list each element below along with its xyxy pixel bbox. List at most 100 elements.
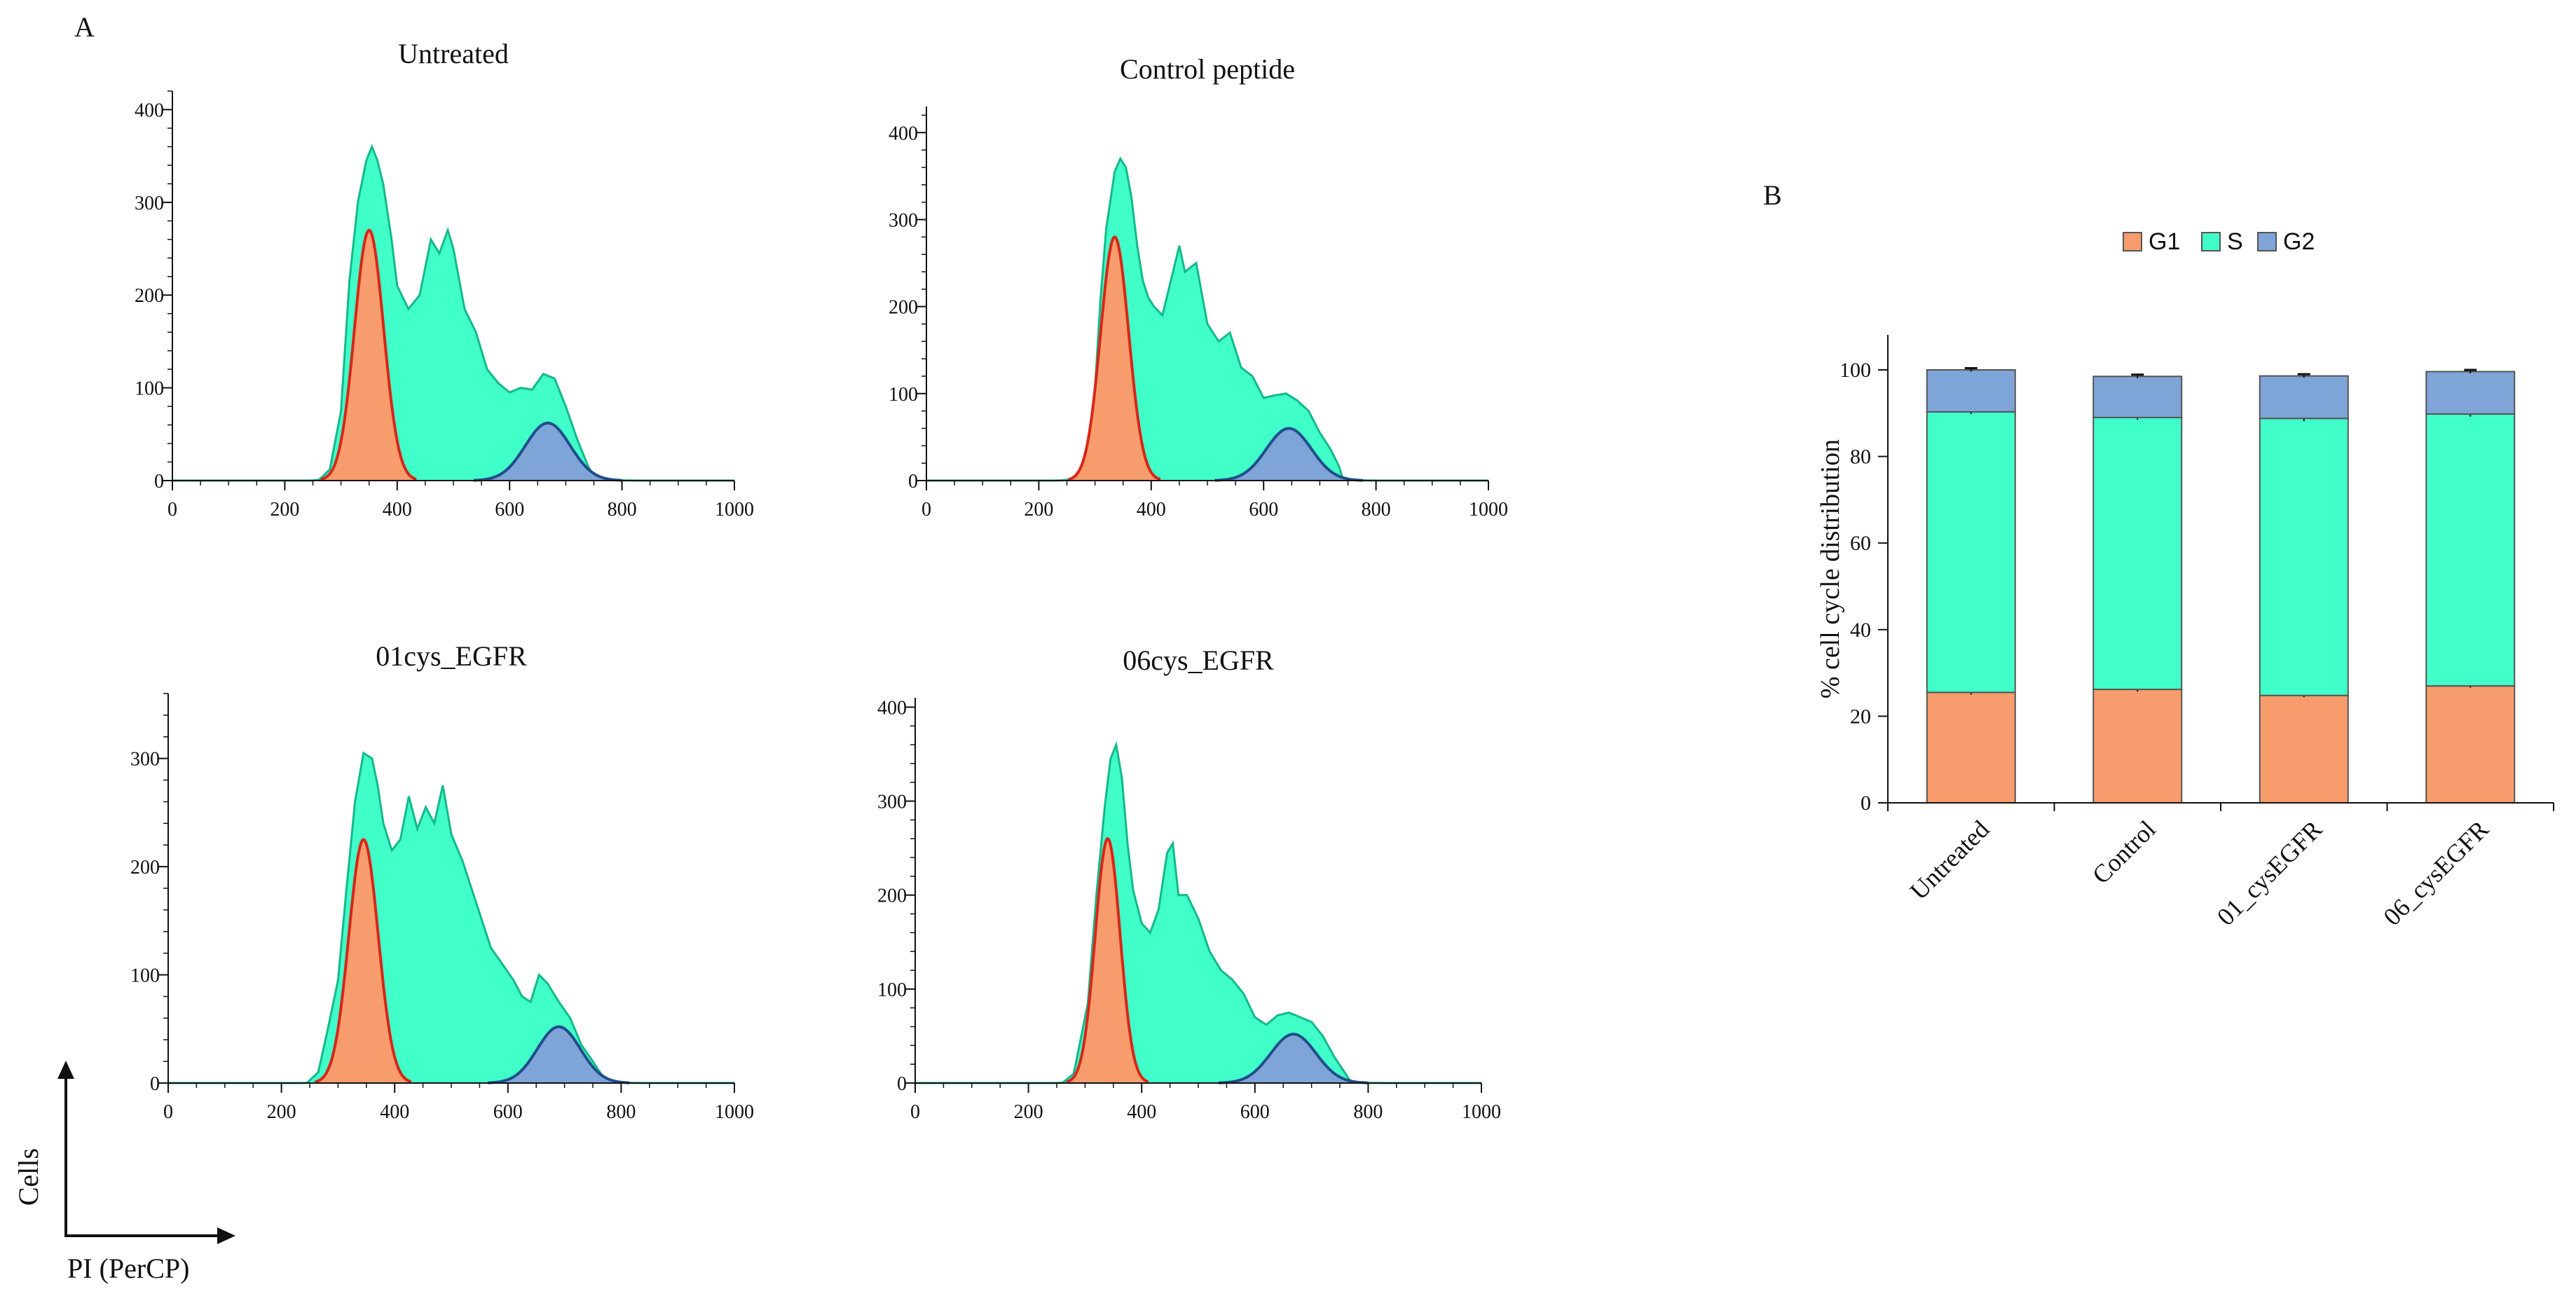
panel-label-b: B	[1763, 179, 1782, 211]
histogram-title: Untreated	[398, 38, 509, 69]
x-tick-label: 1000	[715, 1101, 754, 1123]
x-tick-label: 800	[606, 1101, 636, 1123]
y-axis-label: % cell cycle distribution	[1816, 439, 1845, 698]
x-tick-label: 600	[495, 499, 524, 521]
y-tick-label: 20	[1850, 705, 1871, 728]
y-tick-label: 300	[130, 749, 160, 771]
x-tick-label: 1000	[1462, 1101, 1501, 1123]
x-tick-label: 600	[1240, 1101, 1270, 1123]
x-tick-label: 400	[383, 499, 412, 521]
x-tick-label: 0	[910, 1101, 920, 1123]
g2-peak-outline	[1218, 1033, 1369, 1084]
y-tick-label: 0	[1861, 792, 1871, 815]
legend-label-g2: G2	[2283, 228, 2315, 255]
legend-swatch-g1	[2123, 232, 2142, 251]
category-label: Control	[2087, 815, 2161, 889]
y-tick-label: 0	[154, 471, 164, 492]
category-label: Untreated	[1905, 815, 1995, 905]
panel-label-a: A	[74, 11, 95, 43]
s-phase-area	[172, 146, 734, 481]
cell-cycle-bar-chart: Untreated Control 01_cysEGFR 06_cysEGFR 0 20 4…	[1816, 228, 2554, 931]
legend-swatch-g2	[2257, 232, 2277, 251]
bar-segment-s	[2259, 418, 2349, 696]
flow-axis-key: Cells PI (PerCP)	[13, 1061, 235, 1284]
bar-segment-g2	[1926, 369, 2016, 413]
bar-segment-g1	[2425, 685, 2516, 804]
cells-arrowhead-icon	[57, 1061, 74, 1079]
x-tick-label: 1000	[1469, 499, 1508, 521]
y-tick-label: 200	[889, 297, 918, 319]
x-tick-label: 800	[1362, 499, 1391, 521]
y-tick-label: 200	[877, 885, 907, 907]
s-phase-area	[926, 158, 1488, 481]
y-tick-label: 300	[877, 792, 907, 813]
y-tick-label: 0	[897, 1073, 907, 1095]
s-phase-area	[168, 752, 734, 1083]
bar-segment-g1	[1926, 691, 2016, 804]
cells-axis-label: Cells	[13, 1148, 44, 1206]
x-tick-label: 400	[380, 1101, 409, 1123]
x-tick-label: 200	[1024, 499, 1053, 521]
category-label: 06_cysEGFR	[2378, 815, 2493, 930]
bar-segment-g1	[2259, 694, 2349, 804]
x-tick-label: 600	[1249, 499, 1278, 521]
y-tick-label: 100	[889, 384, 918, 406]
y-tick-label: 300	[135, 193, 164, 214]
y-tick-label: 400	[135, 99, 164, 121]
histogram-06cys-egfr: 0 200 400 600 800 1000 0 100 200 300 400 06cys_EGFR	[877, 644, 1501, 1123]
y-tick-label: 100	[877, 979, 907, 1001]
x-tick-label: 200	[270, 499, 299, 521]
x-tick-label: 800	[1353, 1101, 1383, 1123]
bar-segment-g2	[2259, 375, 2349, 420]
histogram-01cys-egfr: 0 200 400 600 800 1000 0 100 200 300 01cys_EGFR	[130, 640, 754, 1123]
x-tick-label: 0	[922, 499, 931, 521]
y-tick-label: 400	[877, 697, 907, 719]
histogram-untreated: 0 200 400 600 800 1000 0 100 200 300 400 Untreated	[135, 38, 754, 521]
y-tick-label: 200	[130, 857, 160, 878]
x-tick-label: 0	[163, 1101, 173, 1123]
y-tick-label: 60	[1850, 532, 1871, 555]
x-tick-label: 800	[608, 499, 637, 521]
g1-peak-outline	[314, 838, 412, 1084]
g2-peak-outline	[488, 1025, 630, 1084]
legend-swatch-s	[2201, 232, 2221, 251]
y-tick-label: 40	[1850, 619, 1871, 642]
y-tick-label: 100	[135, 378, 164, 400]
x-tick-label: 200	[267, 1101, 296, 1123]
histogram-title: 06cys_EGFR	[1123, 644, 1274, 676]
g2-peak-outline	[473, 421, 622, 482]
y-tick-label: 100	[130, 965, 160, 987]
histogram-title: 01cys_EGFR	[376, 640, 527, 672]
bar-segment-s	[2425, 413, 2516, 687]
y-tick-label: 200	[135, 285, 164, 307]
bar-segment-g2	[2425, 371, 2516, 415]
bar-segment-g1	[2092, 689, 2183, 804]
bar-segment-s	[2092, 416, 2183, 691]
g1-peak-outline	[1068, 235, 1161, 481]
pi-arrowhead-icon	[217, 1227, 235, 1244]
bar-segment-s	[1926, 411, 2016, 694]
g1-peak-outline	[1066, 836, 1149, 1084]
y-tick-label: 100	[1839, 359, 1871, 382]
x-tick-label: 1000	[715, 499, 754, 521]
x-tick-label: 400	[1137, 499, 1166, 521]
g1-peak-outline	[320, 228, 417, 481]
y-tick-label: 300	[889, 209, 918, 231]
pi-axis-label: PI (PerCP)	[67, 1253, 189, 1284]
histogram-control-peptide: 0 200 400 600 800 1000 0 100 200 300 400 Control pe…	[889, 53, 1508, 521]
category-label: 01_cysEGFR	[2212, 815, 2327, 930]
g2-peak-outline	[1214, 427, 1364, 482]
y-tick-label: 0	[150, 1073, 160, 1095]
y-tick-label: 80	[1850, 446, 1871, 469]
histogram-title: Control peptide	[1120, 53, 1295, 85]
s-phase-area	[915, 745, 1481, 1083]
y-tick-label: 0	[908, 471, 918, 492]
x-tick-label: 600	[493, 1101, 523, 1123]
x-tick-label: 0	[167, 499, 177, 521]
legend-label-g1: G1	[2149, 228, 2180, 255]
x-tick-label: 400	[1127, 1101, 1156, 1123]
x-tick-label: 200	[1014, 1101, 1043, 1123]
bar-segment-g2	[2092, 375, 2183, 418]
y-tick-label: 400	[889, 123, 918, 144]
